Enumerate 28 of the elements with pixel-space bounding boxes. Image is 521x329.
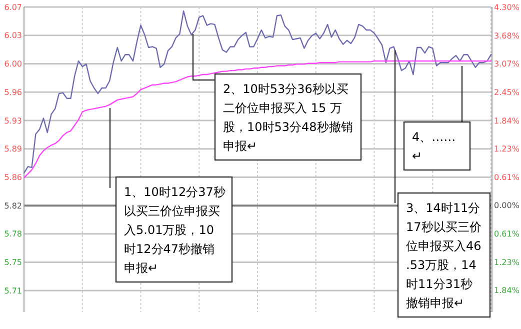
- y-tick-label: 5.82: [4, 201, 22, 210]
- y-tick-label: 5.96: [4, 88, 22, 97]
- y2-tick-label: 1.23%: [494, 144, 520, 154]
- y2-tick-label: 0.61%: [494, 173, 520, 182]
- annotation: 4、……↵: [412, 130, 456, 163]
- annotation: 1、10时12分37秒以买三价位申报买入5.01万股，10时12分47秒撤销申报↵: [124, 185, 226, 275]
- y2-tick-label: 0.00%: [494, 201, 520, 210]
- y-tick-label: 5.78: [4, 230, 22, 239]
- y2-tick-label: 1.84%: [494, 286, 520, 296]
- y2-tick-label: 3.07%: [494, 60, 520, 69]
- y2-tick-label: 4.30%: [494, 2, 520, 12]
- y2-tick-label: 1.84%: [494, 116, 520, 126]
- y-tick-label: 6.03: [4, 31, 22, 40]
- y-tick-label: 5.86: [4, 173, 22, 182]
- y2-tick-label: 2.45%: [494, 88, 520, 98]
- y2-tick-label: 0.61%: [494, 229, 520, 238]
- line-series: [23, 10, 492, 174]
- y2-tick-label: 3.68%: [494, 31, 520, 40]
- annotation: 2、10时53分36秒以买二价位申报买入 15 万股，10时53分48秒撤销申报↵: [223, 82, 353, 153]
- line-series: [23, 60, 492, 178]
- annotation: 3、14时11分17秒以买三价位申报买入46.53万股，14时11分31秒撤销申报↵: [406, 201, 482, 310]
- y-tick-label: 5.71: [4, 286, 22, 296]
- y-tick-label: 5.93: [4, 116, 22, 126]
- y-tick-label: 6.07: [4, 2, 22, 12]
- y2-tick-label: 1.23%: [494, 258, 520, 267]
- y-tick-label: 6.00: [4, 60, 22, 69]
- y-tick-label: 5.75: [4, 258, 22, 268]
- y-tick-label: 5.89: [4, 144, 22, 154]
